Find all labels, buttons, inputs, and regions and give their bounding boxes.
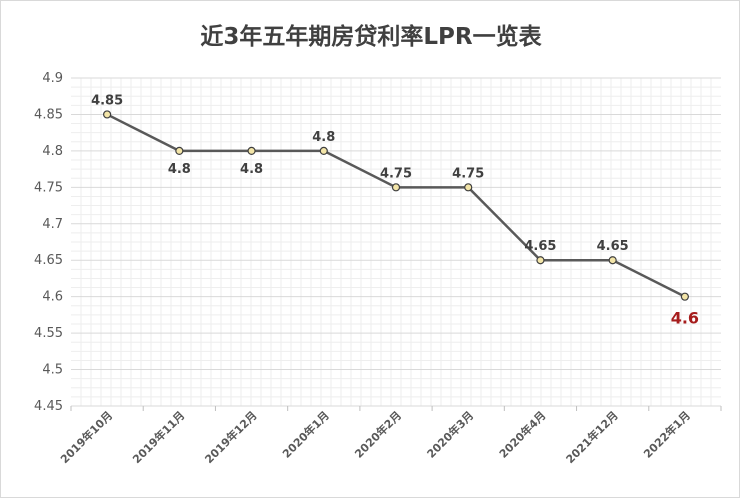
y-tick-label: 4.5 (42, 363, 63, 378)
y-tick-label: 4.9 (42, 71, 63, 86)
data-label: 4.65 (524, 239, 556, 254)
x-tick-label: 2020年2月 (352, 408, 405, 461)
data-label: 4.8 (240, 162, 263, 177)
data-point (247, 146, 256, 155)
x-tick-label: 2019年11月 (130, 408, 188, 466)
y-tick-label: 4.75 (34, 180, 63, 195)
data-point (175, 146, 184, 155)
data-label: 4.8 (312, 130, 335, 145)
data-label: 4.6 (671, 309, 699, 328)
x-tick-label: 2020年1月 (279, 408, 332, 461)
data-point (103, 110, 112, 119)
y-tick-label: 4.65 (34, 253, 63, 268)
x-tick-label: 2019年12月 (202, 408, 260, 466)
y-tick-label: 4.45 (34, 399, 63, 414)
x-tick-label: 2020年4月 (496, 408, 549, 461)
data-point (680, 292, 689, 301)
x-tick-label: 2022年1月 (640, 408, 693, 461)
y-tick-label: 4.55 (34, 326, 63, 341)
data-label: 4.8 (168, 162, 191, 177)
data-label: 4.85 (91, 93, 123, 108)
data-label: 4.65 (597, 239, 629, 254)
x-tick-label: 2020年3月 (424, 408, 477, 461)
data-label: 4.75 (380, 166, 412, 181)
data-point (464, 183, 473, 192)
data-point (608, 256, 617, 265)
chart-title: 近3年五年期房贷利率LPR一览表 (200, 24, 542, 50)
y-tick-label: 4.8 (42, 144, 63, 159)
data-point (391, 183, 401, 192)
x-tick-label: 2019年10月 (57, 408, 115, 466)
data-point (536, 256, 545, 265)
x-tick-label: 2021年12月 (563, 408, 621, 466)
y-tick-label: 4.85 (34, 107, 63, 122)
y-tick-label: 4.7 (42, 217, 63, 232)
data-label: 4.75 (452, 166, 484, 181)
data-point (319, 146, 328, 155)
y-tick-label: 4.6 (42, 290, 63, 305)
